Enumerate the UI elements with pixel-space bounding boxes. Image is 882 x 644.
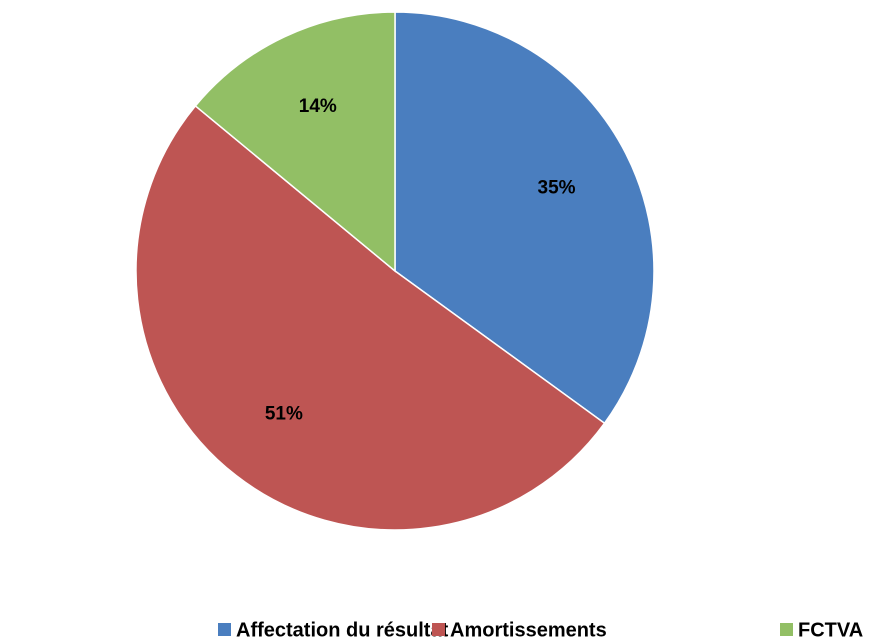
data-label: 35% <box>538 178 576 199</box>
legend-label: FCTVA <box>798 619 863 641</box>
legend-swatch <box>780 623 793 636</box>
legend-swatch <box>432 623 445 636</box>
data-label: 51% <box>265 403 303 424</box>
pie-slice <box>135 104 606 531</box>
data-label: 14% <box>299 96 337 117</box>
legend-label: Amortissements <box>450 619 607 641</box>
legend-label: Affectation du résultat <box>236 619 449 641</box>
pie-slice <box>394 11 655 425</box>
pie-slice <box>194 11 396 273</box>
legend-swatch <box>218 623 231 636</box>
